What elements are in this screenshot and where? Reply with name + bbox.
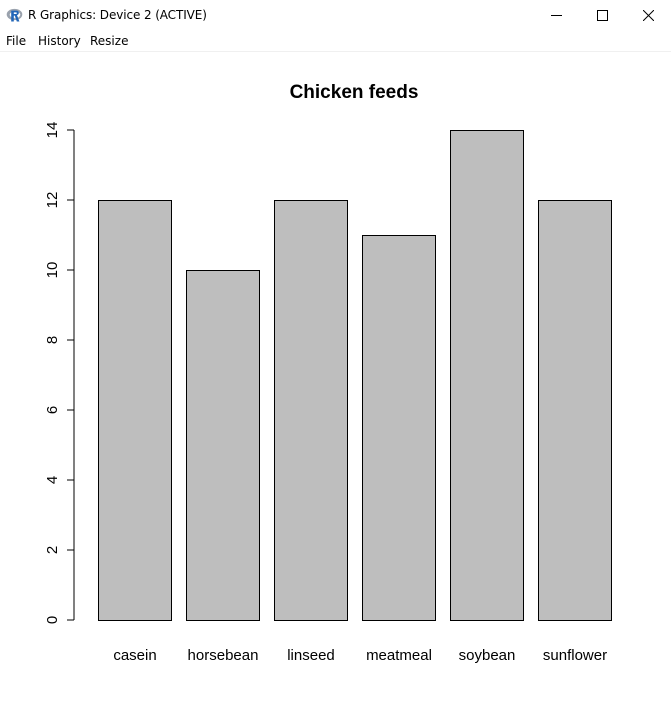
menu-file[interactable]: File [6, 34, 27, 48]
bars [98, 130, 612, 621]
plot-canvas: Chicken feeds 0 2 4 6 8 10 12 14 casein horsebea… [0, 52, 671, 722]
y-tick-label: 10 [44, 262, 61, 279]
close-button[interactable] [625, 0, 671, 31]
y-tick-label: 8 [44, 336, 61, 344]
x-tick-label: casein [113, 647, 156, 664]
r-logo-icon [6, 8, 23, 22]
y-tick-label: 0 [44, 616, 61, 624]
window-title: R Graphics: Device 2 (ACTIVE) [28, 8, 207, 22]
x-tick-label: linseed [287, 647, 335, 664]
x-tick-label: horsebean [188, 647, 259, 664]
y-tick-label: 6 [44, 406, 61, 414]
bar-soybean [450, 130, 524, 621]
bar-horsebean [186, 270, 260, 621]
menu-bar: File History Resize [0, 31, 671, 52]
bar-chart: Chicken feeds 0 2 4 6 8 10 12 14 casein horsebea… [44, 82, 612, 664]
x-tick-label: meatmeal [366, 647, 432, 664]
bar-meatmeal [362, 235, 436, 621]
close-icon [642, 10, 654, 21]
y-tick-label: 12 [44, 192, 61, 209]
menu-history[interactable]: History [38, 34, 81, 48]
bar-linseed [274, 200, 348, 621]
y-tick-label: 14 [44, 122, 61, 139]
y-tick-label: 2 [44, 546, 61, 554]
y-tick-label: 4 [44, 476, 61, 484]
bar-casein [98, 200, 172, 621]
chart-title: Chicken feeds [290, 82, 419, 103]
minimize-icon [550, 15, 562, 16]
bar-sunflower [538, 200, 612, 621]
x-tick-label: sunflower [543, 647, 607, 664]
maximize-icon [596, 10, 608, 21]
title-bar[interactable]: R Graphics: Device 2 (ACTIVE) [0, 0, 671, 31]
x-axis-labels: casein horsebean linseed meatmeal soybean sun… [113, 647, 607, 664]
maximize-button[interactable] [579, 0, 625, 31]
menu-resize[interactable]: Resize [90, 34, 129, 48]
x-tick-label: soybean [459, 647, 516, 664]
y-axis: 0 2 4 6 8 10 12 14 [44, 122, 75, 624]
minimize-button[interactable] [533, 0, 579, 31]
